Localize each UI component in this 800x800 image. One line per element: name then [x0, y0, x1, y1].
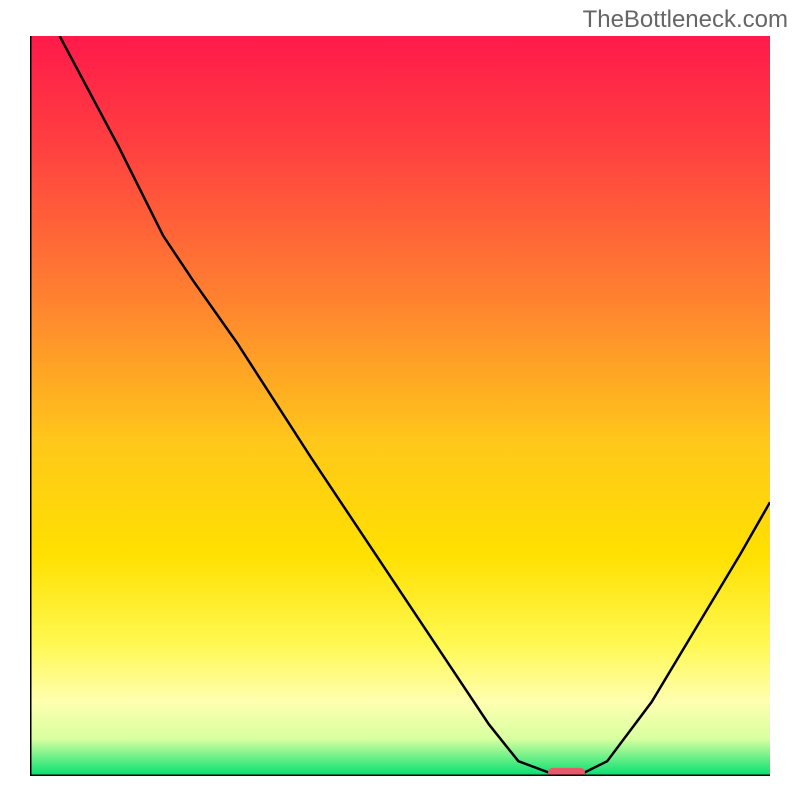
watermark-text: TheBottleneck.com: [583, 6, 788, 34]
background-rect: [30, 36, 770, 776]
chart-svg: [30, 36, 770, 776]
plot-area: [30, 36, 770, 776]
chart-container: TheBottleneck.com: [0, 0, 800, 800]
